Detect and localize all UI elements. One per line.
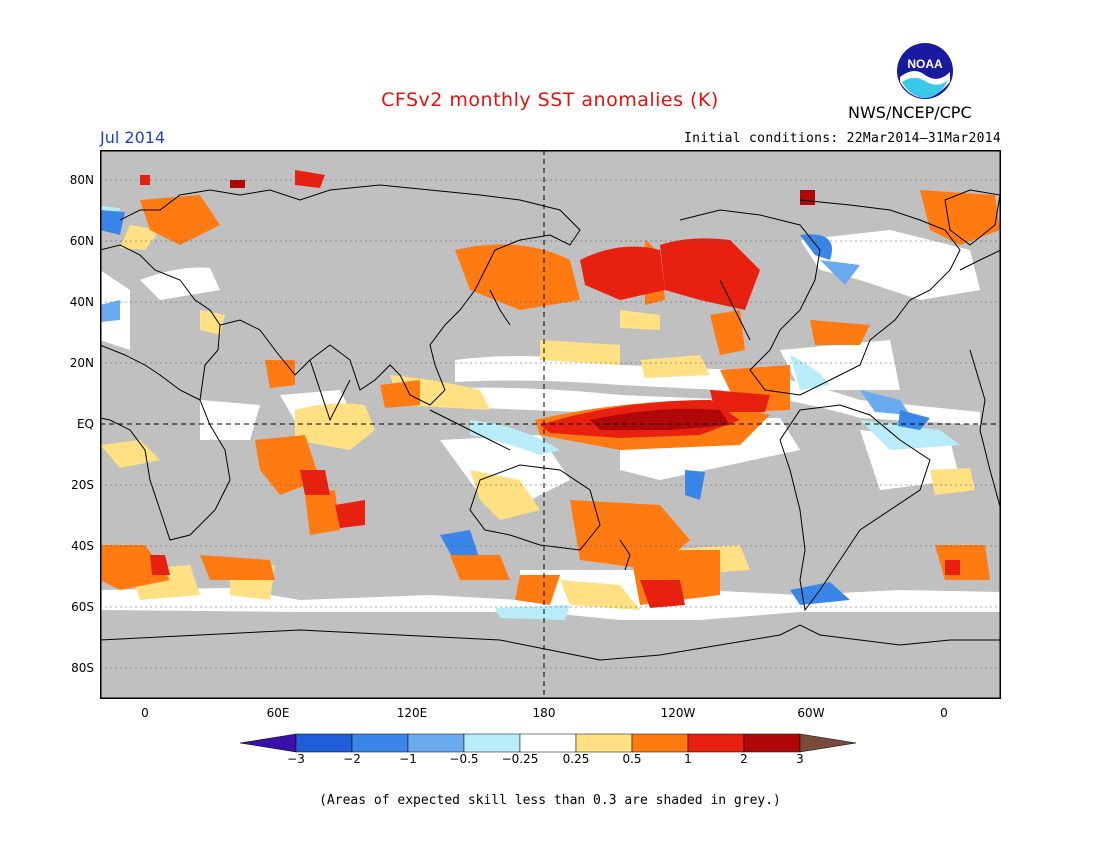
coastlines bbox=[100, 184, 1001, 661]
colorbar-label: 3 bbox=[796, 752, 804, 766]
colorbar-cell bbox=[743, 733, 801, 753]
lon-label: 0 bbox=[141, 706, 149, 720]
lon-label: 60W bbox=[797, 706, 825, 720]
lat-label: 20S bbox=[71, 478, 94, 492]
lat-label: 80S bbox=[71, 661, 94, 675]
lat-label: 40N bbox=[69, 295, 94, 309]
colorbar-cell bbox=[687, 733, 745, 753]
colorbar-label: −2 bbox=[343, 752, 361, 766]
colorbar-cell bbox=[799, 733, 857, 753]
agency-label: NWS/NCEP/CPC bbox=[848, 103, 972, 122]
colorbar-label: 2 bbox=[740, 752, 748, 766]
colorbar-cell bbox=[295, 733, 353, 753]
colorbar-label: −0.5 bbox=[449, 752, 479, 766]
colorbar-label: 1 bbox=[684, 752, 692, 766]
colorbar-label: −0.25 bbox=[501, 752, 539, 766]
colorbar-cell bbox=[407, 733, 465, 753]
forecast-month: Jul 2014 bbox=[100, 128, 166, 147]
lon-label: 60E bbox=[266, 706, 290, 720]
lon-label: 180 bbox=[532, 706, 556, 720]
lon-label: 0 bbox=[940, 706, 948, 720]
colorbar-label: −3 bbox=[287, 752, 305, 766]
lat-label: 60N bbox=[69, 234, 94, 248]
chart-title: CFSv2 monthly SST anomalies (K) bbox=[381, 89, 719, 111]
skill-footnote: (Areas of expected skill less than 0.3 a… bbox=[319, 793, 781, 808]
colorbar-cell bbox=[240, 733, 297, 753]
lat-label: 20N bbox=[69, 356, 94, 370]
lat-label: 40S bbox=[71, 539, 94, 553]
noaa-logo: NOAA bbox=[897, 43, 953, 99]
colorbar-label: 0.5 bbox=[622, 752, 642, 766]
lat-label: 80N bbox=[69, 173, 94, 187]
lat-label: 60S bbox=[71, 600, 94, 614]
colorbar-cell bbox=[575, 733, 633, 753]
map-frame bbox=[100, 150, 1001, 699]
anomaly-patches bbox=[100, 170, 1001, 620]
colorbar-label: −1 bbox=[399, 752, 417, 766]
colorbar-cell bbox=[631, 733, 689, 753]
colorbar-cell bbox=[519, 733, 577, 753]
colorbar-label: 0.25 bbox=[562, 752, 590, 766]
lat-label: EQ bbox=[76, 417, 94, 431]
initial-conditions-label: Initial conditions: 22Mar2014–31Mar2014 bbox=[684, 131, 1001, 146]
lon-label: 120E bbox=[396, 706, 428, 720]
latitude-gridlines bbox=[100, 179, 1001, 669]
colorbar bbox=[240, 733, 857, 753]
lon-label: 120W bbox=[660, 706, 696, 720]
colorbar-cell bbox=[351, 733, 409, 753]
sst-anomaly-map bbox=[100, 150, 1001, 699]
colorbar-cell bbox=[463, 733, 521, 753]
noaa-logo-text: NOAA bbox=[907, 57, 943, 71]
